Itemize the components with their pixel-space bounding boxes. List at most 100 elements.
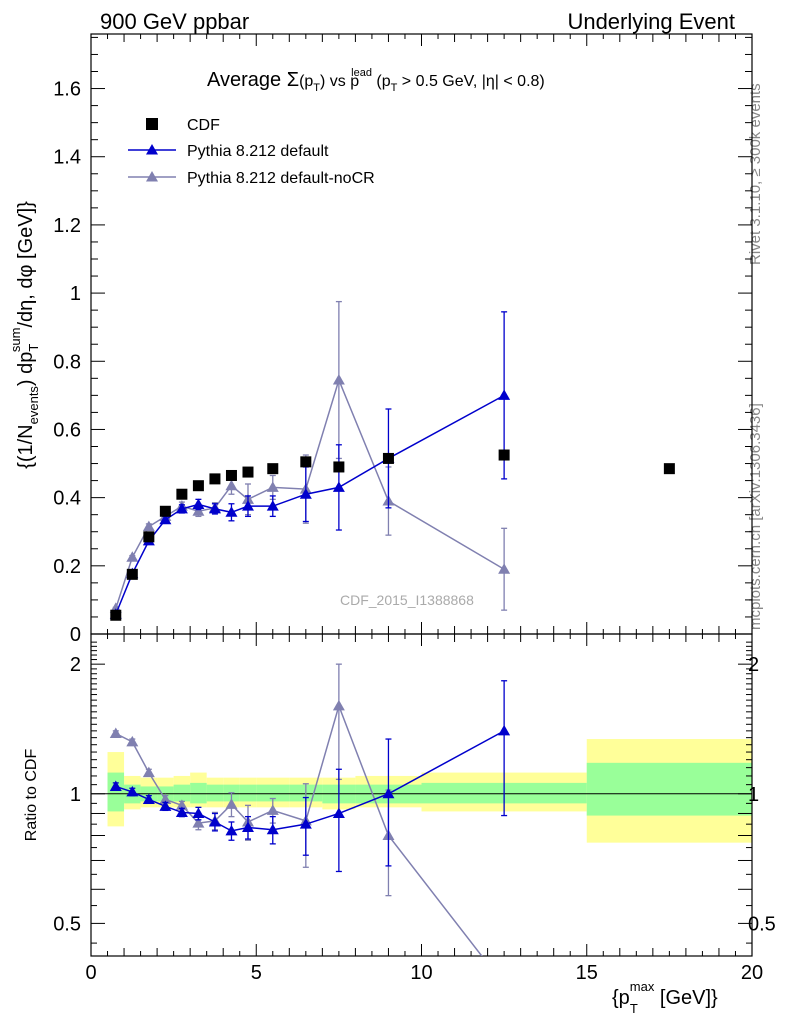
cdf-marker — [333, 461, 345, 473]
cdf-marker — [126, 568, 138, 580]
main-marker-default — [498, 389, 511, 400]
cdf-marker — [300, 456, 312, 468]
x-tick-label: 0 — [85, 962, 96, 984]
ratio-marker-nocr — [126, 735, 139, 747]
data-series — [109, 300, 675, 956]
ratio-marker-nocr — [225, 798, 238, 809]
y-tick-label: 0.6 — [53, 419, 81, 441]
ratio-marker-default — [159, 800, 172, 811]
main-marker-default — [241, 500, 254, 511]
main-marker-default — [299, 488, 312, 499]
y-tick-label: 0.4 — [53, 488, 81, 510]
main-marker-nocr — [332, 374, 345, 385]
y-axis-label-ratio: Ratio to CDF — [23, 749, 40, 842]
legend-label: Pythia 8.212 default-noCR — [187, 170, 375, 187]
x-tick-label: 5 — [251, 962, 262, 984]
main-marker-default — [192, 498, 205, 509]
x-tick-label: 15 — [576, 962, 598, 984]
legend: CDF Pythia 8.212 default Pythia 8.212 defa… — [128, 117, 375, 187]
ratio-marker-default — [175, 806, 188, 817]
plot-title: Average Σ(pT) vs plead (pT > 0.5 GeV, |η… — [207, 67, 545, 94]
ratio-y-tick-label: 2 — [70, 654, 81, 676]
main-line-default — [115, 394, 505, 615]
ratio-marker-default — [126, 785, 139, 797]
ratio-marker-nocr — [159, 793, 172, 804]
mcplots-label: mcplots.cern.ch [arXiv:1306.3436] — [747, 403, 764, 630]
cdf-marker — [143, 531, 155, 543]
main-marker-default — [225, 506, 238, 517]
main-marker-nocr — [266, 481, 279, 492]
legend-label: CDF — [187, 117, 220, 134]
main-marker-nocr — [142, 520, 155, 532]
cdf-marker — [225, 469, 237, 481]
ratio-marker-default — [498, 724, 511, 736]
ratio-marker-default — [299, 818, 312, 829]
ratio-y-tick-label-right: 0.5 — [748, 913, 776, 935]
ratio-y-tick-label: 1 — [70, 784, 81, 806]
ratio-marker-default — [266, 823, 279, 835]
y-tick-label: 0 — [70, 624, 81, 646]
x-tick-label: 10 — [410, 962, 432, 984]
y-tick-label: 0.2 — [53, 556, 81, 578]
y-axis-label-main: {(1/Nevents) dpTsum/dη, dφ [GeV]} — [8, 201, 41, 469]
cdf-marker — [176, 488, 188, 500]
ratio-y-tick-label-right: 2 — [748, 654, 759, 676]
legend-label: Pythia 8.212 default — [187, 143, 329, 160]
analysis-watermark: CDF_2015_I1388868 — [340, 592, 474, 608]
cdf-marker — [382, 452, 394, 464]
band-green — [206, 784, 224, 802]
ratio-y-tick-label: 0.5 — [53, 913, 81, 935]
main-marker-default — [159, 513, 172, 525]
legend-marker-cdf — [146, 118, 158, 130]
band-green — [107, 772, 125, 812]
cdf-marker — [110, 609, 122, 621]
ratio-marker-nocr — [332, 699, 345, 711]
cdf-marker — [663, 463, 675, 475]
ratio-marker-default — [241, 821, 254, 832]
band-green — [173, 784, 191, 802]
axes-ticks: 0 5 10 15 20 0 0.2 0.4 0.6 0.8 1 1.2 1.4 1.6 0.5 0.5 1 1 2… — [53, 33, 776, 984]
y-tick-label: 1 — [70, 283, 81, 305]
ratio-marker-default — [142, 793, 155, 804]
band-green — [256, 784, 290, 802]
ratio-marker-default — [109, 780, 122, 791]
cdf-marker — [267, 463, 279, 475]
cdf-marker — [209, 473, 221, 485]
ratio-bands — [91, 739, 752, 843]
band-green — [239, 784, 257, 802]
y-tick-label: 1.6 — [53, 79, 81, 101]
header-right: Underlying Event — [567, 9, 735, 34]
legend-marker — [146, 144, 158, 155]
ratio-marker-nocr — [266, 804, 279, 815]
ratio-marker-nocr — [192, 817, 205, 828]
x-axis-label: {pTmax [GeV]} — [612, 979, 718, 1016]
main-marker-default — [208, 502, 221, 514]
main-marker-default — [332, 481, 345, 492]
cdf-marker — [192, 480, 204, 492]
main-marker-default — [266, 500, 279, 511]
ratio-marker-nocr — [109, 727, 122, 739]
main-marker-nocr — [498, 563, 511, 574]
y-tick-label: 1.2 — [53, 215, 81, 237]
cdf-marker — [159, 505, 171, 517]
ratio-marker-nocr — [175, 799, 188, 810]
band-green — [586, 762, 752, 816]
y-tick-label: 1.4 — [53, 147, 81, 169]
ratio-marker-default — [225, 824, 238, 836]
header-left: 900 GeV ppbar — [100, 9, 249, 34]
ratio-y-tick-label-right: 1 — [748, 784, 759, 806]
ratio-marker-default — [382, 787, 395, 799]
x-tick-label: 20 — [741, 962, 763, 984]
ratio-marker-default — [192, 807, 205, 818]
main-marker-default — [175, 502, 188, 514]
ratio-marker-nocr — [142, 766, 155, 778]
rivet-label: Rivet 3.1.10, ≥ 300k events — [747, 83, 764, 265]
cdf-marker — [242, 466, 254, 478]
main-marker-nocr — [192, 505, 205, 516]
ratio-marker-default — [208, 815, 221, 827]
cdf-marker — [498, 449, 510, 461]
y-tick-label: 0.8 — [53, 351, 81, 373]
ratio-line-nocr — [115, 703, 483, 956]
legend-marker — [146, 171, 158, 182]
